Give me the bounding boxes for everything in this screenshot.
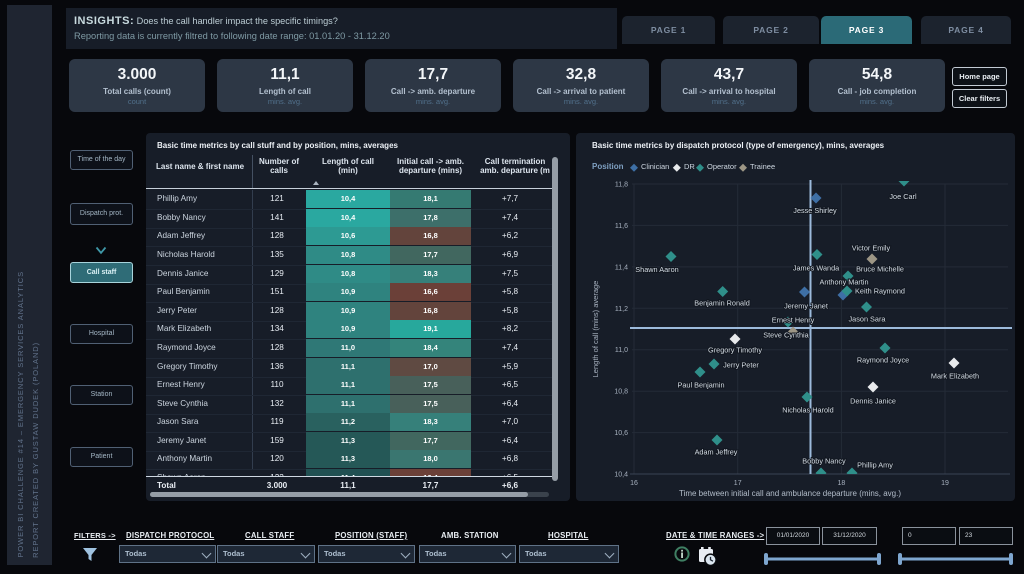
svg-text:Nicholas Harold: Nicholas Harold: [782, 406, 834, 415]
svg-text:James Wanda: James Wanda: [793, 264, 840, 273]
svg-text:Phillip Amy: Phillip Amy: [857, 461, 893, 470]
svg-text:11,0: 11,0: [615, 347, 628, 354]
svg-text:Time between initial call and: Time between initial call and ambulance …: [679, 489, 901, 498]
svg-text:Joe Carl: Joe Carl: [889, 192, 917, 201]
svg-text:Bruce Michelle: Bruce Michelle: [856, 265, 904, 274]
svg-text:Mark Elizabeth: Mark Elizabeth: [931, 372, 979, 381]
svg-text:10,4: 10,4: [614, 472, 628, 479]
svg-text:Bobby Nancy: Bobby Nancy: [802, 457, 846, 466]
svg-text:11,2: 11,2: [615, 306, 628, 313]
svg-text:Jerry Peter: Jerry Peter: [723, 361, 759, 370]
svg-text:16: 16: [630, 480, 638, 487]
svg-text:Keith Raymond: Keith Raymond: [855, 287, 905, 296]
svg-text:Trainee: Trainee: [750, 162, 775, 171]
svg-text:Anthony Martin: Anthony Martin: [819, 278, 868, 287]
svg-text:18: 18: [838, 480, 846, 487]
svg-text:Benjamin Ronald: Benjamin Ronald: [694, 299, 750, 308]
svg-text:19: 19: [941, 480, 949, 487]
svg-text:Jeremy Janet: Jeremy Janet: [784, 302, 828, 311]
svg-text:Clinician: Clinician: [641, 162, 669, 171]
svg-text:Length of call (mins) average: Length of call (mins) average: [591, 281, 600, 378]
svg-text:Paul Benjamin: Paul Benjamin: [677, 381, 724, 390]
svg-text:DR: DR: [684, 162, 695, 171]
svg-text:11,4: 11,4: [615, 264, 628, 271]
svg-text:11,6: 11,6: [615, 223, 628, 230]
svg-text:10,8: 10,8: [614, 389, 628, 396]
svg-text:Operator: Operator: [707, 162, 737, 171]
svg-text:Position: Position: [592, 162, 624, 171]
svg-text:Steve Cynthia: Steve Cynthia: [763, 331, 809, 340]
svg-text:11,8: 11,8: [615, 182, 628, 189]
svg-text:Gregory Timothy: Gregory Timothy: [708, 346, 762, 355]
svg-text:Victor Emily: Victor Emily: [852, 244, 891, 253]
svg-text:Jason Sara: Jason Sara: [849, 315, 887, 324]
svg-text:10,6: 10,6: [614, 430, 628, 437]
svg-text:Adam Jeffrey: Adam Jeffrey: [695, 448, 738, 457]
svg-text:Shawn Aaron: Shawn Aaron: [635, 265, 678, 274]
svg-text:Jesse Shirley: Jesse Shirley: [793, 206, 837, 215]
svg-text:Dennis Janice: Dennis Janice: [850, 397, 896, 406]
svg-text:Ernest Henry: Ernest Henry: [772, 316, 815, 325]
svg-text:Raymond Joyce: Raymond Joyce: [857, 356, 909, 365]
svg-text:17: 17: [734, 480, 742, 487]
